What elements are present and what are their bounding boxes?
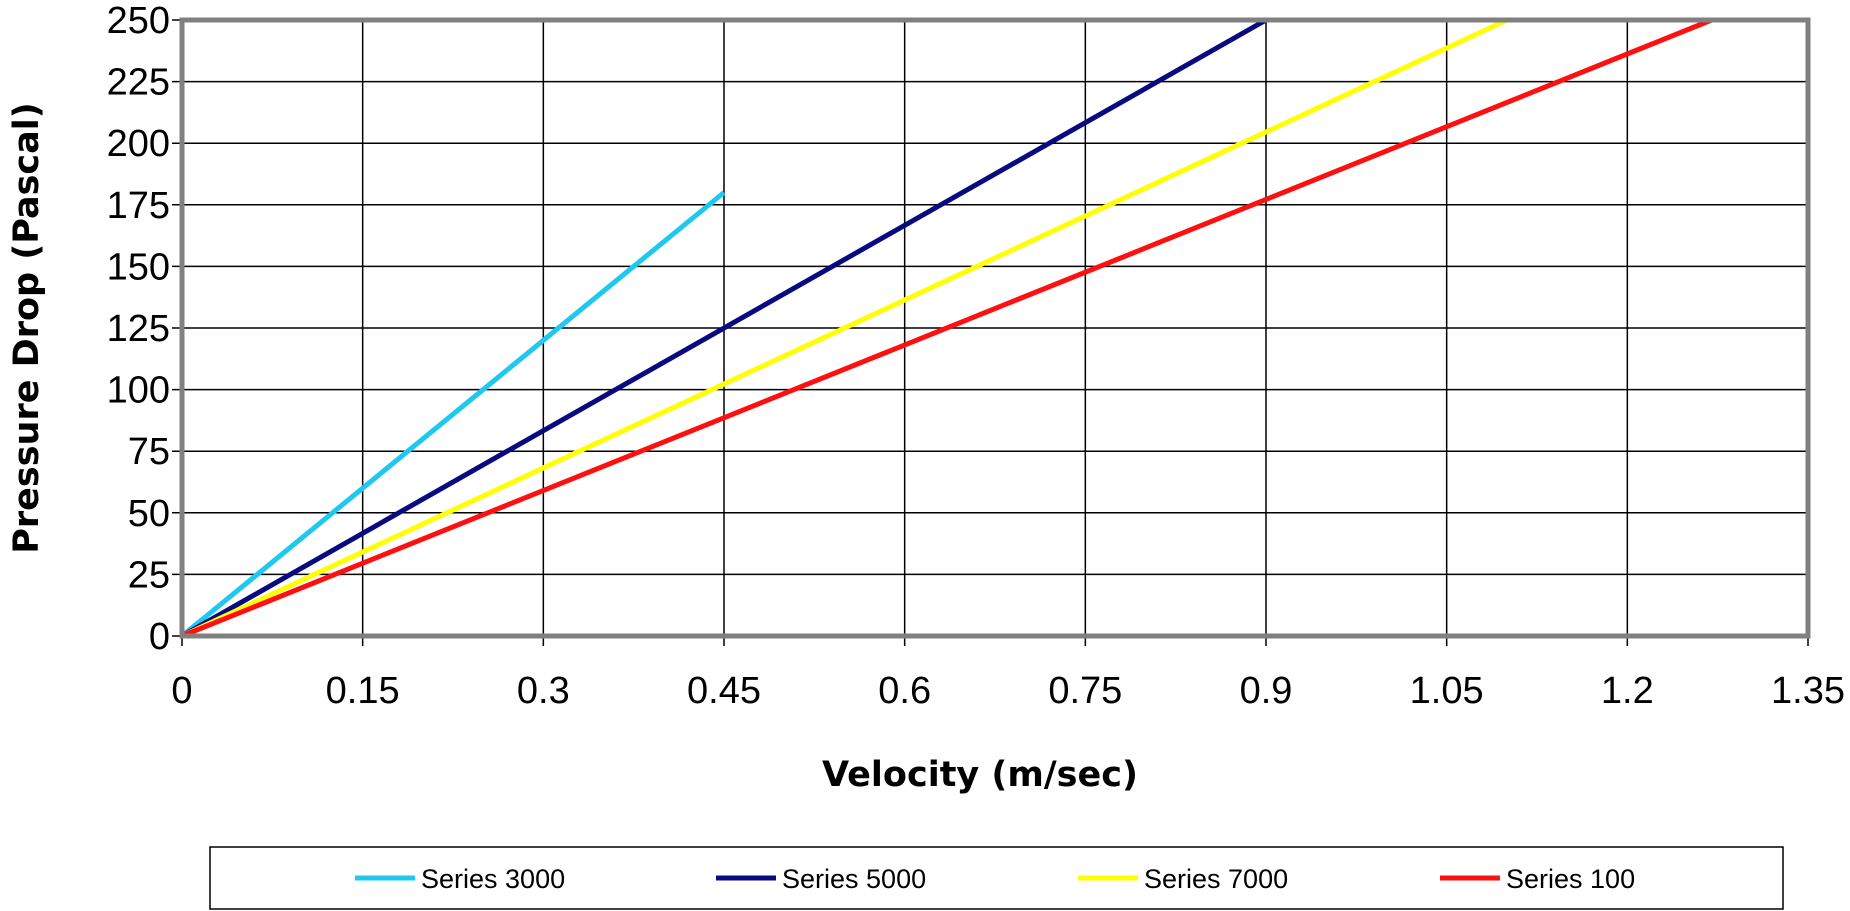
y-tick-label: 225 [107, 62, 170, 104]
x-tick-label: 0.15 [326, 670, 400, 712]
x-tick-label: 0.3 [517, 670, 570, 712]
series-line-series-100 [181, 17, 1713, 639]
series-line-series-5000 [180, 17, 1268, 639]
y-tick-label: 200 [107, 123, 170, 165]
x-tick-label: 0.6 [878, 670, 931, 712]
y-axis-ticks: 0 25 50 75 100 125 150 175 200 225 250 [107, 0, 170, 658]
x-axis-title: Velocity (m/sec) [822, 755, 1138, 795]
y-tick-label: 150 [107, 246, 170, 288]
legend-label-series-5000: Series 5000 [782, 864, 926, 894]
legend-label-series-3000: Series 3000 [421, 864, 565, 894]
x-tick-label: 0.45 [687, 670, 761, 712]
y-tick-label: 75 [128, 431, 170, 473]
x-axis-ticks: 0 0.15 0.3 0.45 0.6 0.75 0.9 1.05 1.2 1.35 [171, 670, 1845, 712]
y-tick-label: 100 [107, 370, 170, 412]
y-tick-label: 50 [128, 493, 170, 535]
legend-label-series-100: Series 100 [1506, 864, 1635, 894]
x-tick-label: 1.35 [1771, 670, 1845, 712]
x-tick-label: 0.75 [1048, 670, 1122, 712]
y-axis-title: Pressure Drop (Pascal) [7, 102, 47, 554]
x-tick-label: 1.2 [1601, 670, 1654, 712]
y-tick-label: 125 [107, 308, 170, 350]
series-line-series-7000 [180, 17, 1508, 639]
y-tick-label: 250 [107, 0, 170, 42]
legend: Series 3000 Series 5000 Series 7000 Series … [209, 846, 1784, 910]
grid [172, 19, 1809, 646]
y-tick-label: 175 [107, 185, 170, 227]
y-tick-label: 0 [149, 616, 170, 658]
x-tick-label: 0 [171, 670, 192, 712]
series-lines [180, 17, 1713, 639]
x-tick-label: 0.9 [1240, 670, 1293, 712]
y-tick-label: 25 [128, 554, 170, 596]
plot-area-border [179, 17, 1811, 639]
legend-label-series-7000: Series 7000 [1144, 864, 1288, 894]
series-line-series-3000 [180, 190, 726, 638]
x-tick-label: 1.05 [1410, 670, 1484, 712]
legend-items: Series 3000 Series 5000 Series 7000 Series … [355, 864, 1635, 894]
legend-box [209, 846, 1784, 910]
